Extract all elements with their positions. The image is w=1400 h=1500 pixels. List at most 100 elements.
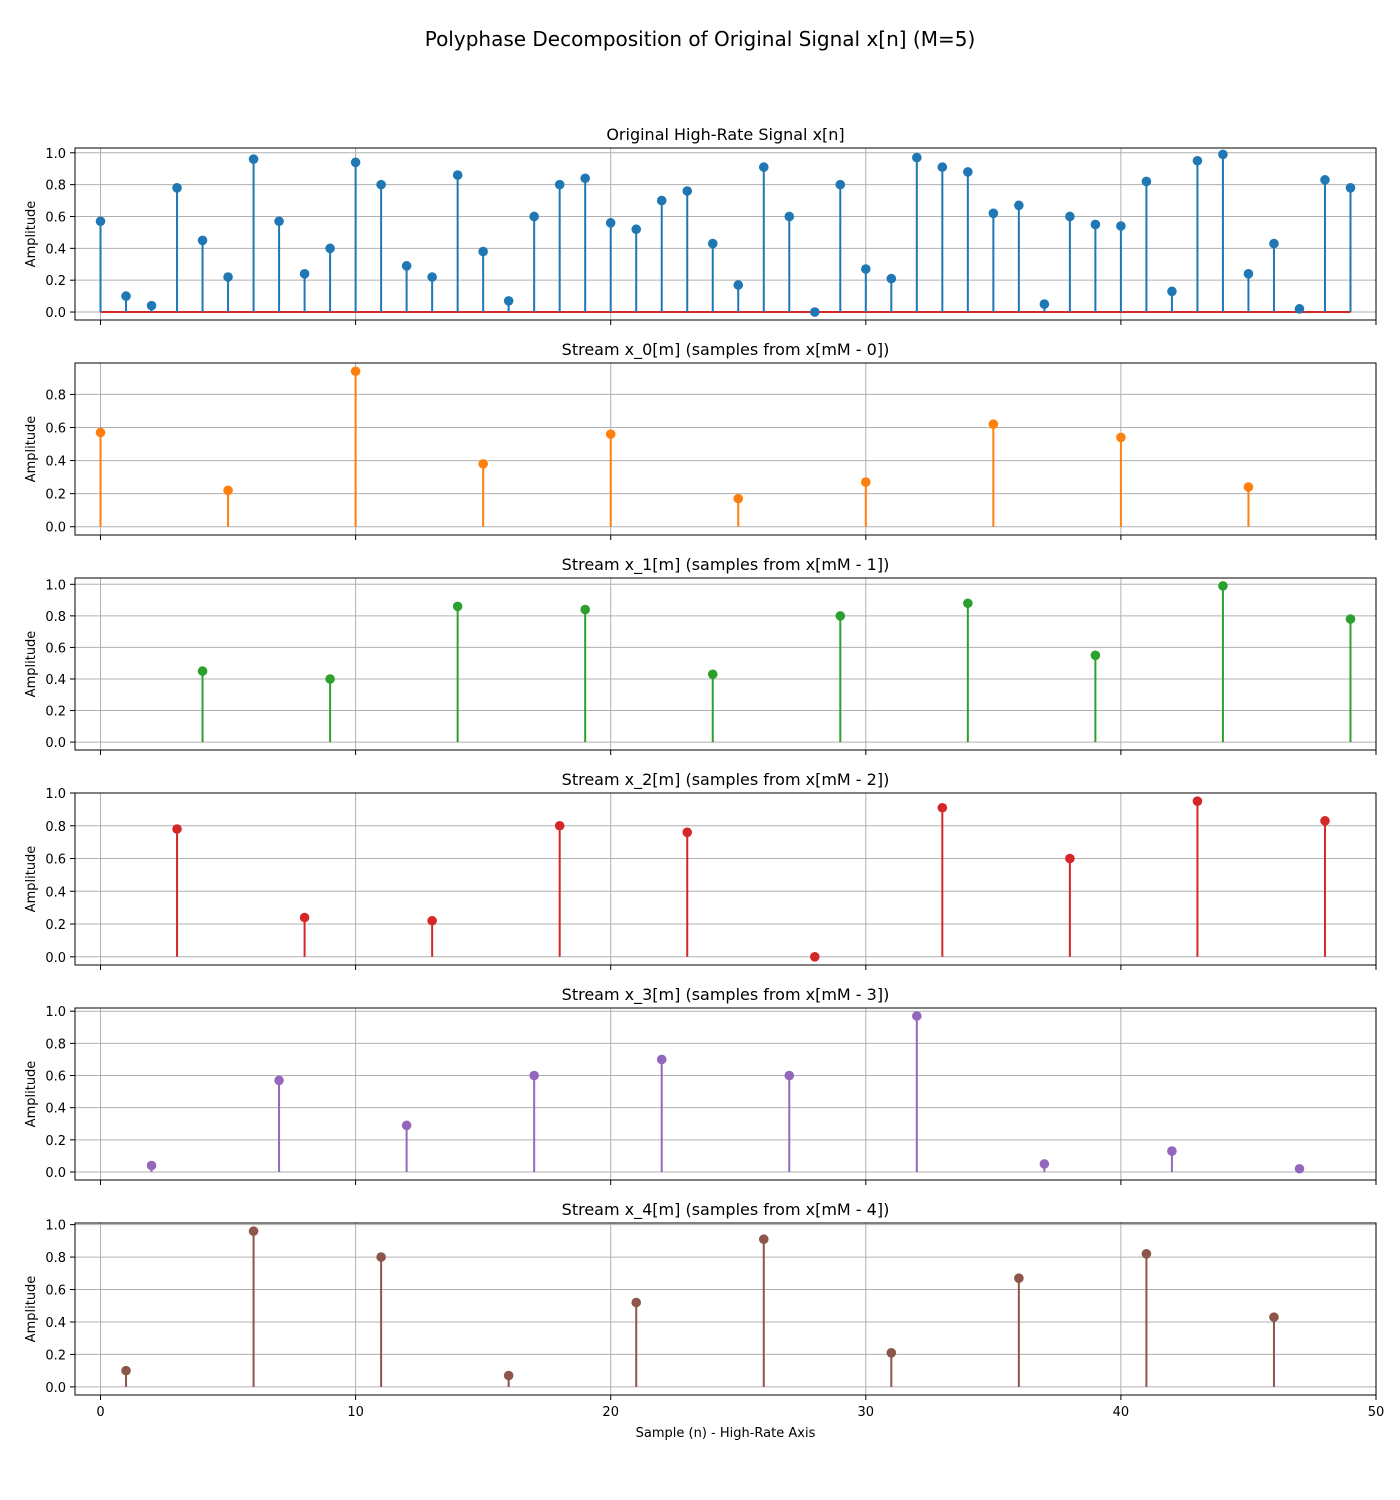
y-tick-label: 0.4	[45, 242, 66, 257]
stem-marker	[503, 1370, 514, 1381]
subplot-title: Stream x_1[m] (samples from x[mM - 1])	[562, 555, 890, 575]
stem-marker	[988, 208, 999, 219]
stem-marker	[912, 152, 922, 163]
stem-marker	[886, 273, 897, 284]
stem-marker	[172, 183, 182, 193]
stem-marker	[1116, 221, 1126, 231]
stem-marker	[95, 216, 106, 227]
subplot-3: Stream x_2[m] (samples from x[mM - 2]) 0.…	[24, 770, 1377, 970]
x-tick-label: 20	[602, 1405, 619, 1420]
stem-marker	[963, 167, 973, 177]
y-tick-label: 0.8	[45, 610, 66, 625]
y-tick-label: 0.2	[45, 274, 66, 289]
y-tick-label: 0.8	[45, 820, 66, 835]
stem-marker	[835, 611, 846, 621]
y-tick-label: 0.0	[45, 951, 66, 966]
stem-marker	[1192, 155, 1203, 166]
y-tick-label: 0.4	[45, 885, 66, 900]
axes-frame	[74, 147, 1377, 321]
subplot-title: Stream x_2[m] (samples from x[mM - 2])	[562, 770, 890, 790]
y-tick-label: 0.4	[45, 673, 66, 688]
stem-marker	[554, 179, 565, 190]
stem-marker	[861, 477, 871, 487]
y-tick-label: 0.2	[45, 1134, 66, 1149]
y-tick-label: 1.0	[45, 147, 66, 162]
y-tick-label: 0.0	[45, 306, 66, 321]
stem-marker	[1014, 200, 1024, 211]
stem-marker	[937, 802, 948, 813]
stem-marker	[988, 419, 999, 429]
stem-marker	[1167, 1146, 1177, 1156]
y-tick-label: 0.0	[45, 736, 66, 751]
stem-marker	[274, 1075, 284, 1086]
stem-marker	[197, 666, 208, 676]
subplot-5: Stream x_4[m] (samples from x[mM - 4]) 0.…	[24, 1200, 1384, 1441]
stem-marker	[1345, 614, 1356, 624]
stem-marker	[401, 1120, 412, 1131]
stem-marker	[1192, 796, 1203, 806]
y-tick-label: 0.4	[45, 1102, 66, 1117]
stem-marker	[656, 195, 667, 206]
stem-marker	[1345, 183, 1356, 193]
stem-marker	[758, 1234, 769, 1245]
stem-marker	[1090, 650, 1101, 661]
stem-marker	[325, 243, 335, 254]
y-tick-label: 0.4	[45, 455, 66, 470]
stem-marker	[886, 1348, 897, 1358]
stem-marker	[707, 669, 718, 680]
stem-marker	[350, 366, 361, 377]
stem-marker	[1065, 853, 1075, 864]
stem-marker	[223, 272, 233, 282]
stem-marker	[605, 218, 616, 228]
stem-marker	[1065, 211, 1075, 222]
stem-marker	[1294, 304, 1305, 314]
stem-marker	[835, 179, 846, 190]
stem-marker	[1141, 1249, 1152, 1259]
stem-marker	[784, 211, 795, 222]
stem-marker	[656, 1054, 667, 1065]
stem-marker	[733, 280, 744, 290]
y-tick-label: 0.6	[45, 210, 66, 225]
subplot-title: Stream x_0[m] (samples from x[mM - 0])	[562, 340, 890, 360]
y-tick-label: 1.0	[45, 1219, 66, 1234]
axes-frame	[74, 1007, 1377, 1181]
y-axis-label: Amplitude	[24, 1276, 39, 1343]
y-axis-label: Amplitude	[24, 201, 39, 268]
stem-marker	[784, 1070, 795, 1081]
x-tick-label: 40	[1113, 1405, 1130, 1420]
subplot-4: Stream x_3[m] (samples from x[mM - 3]) 0.…	[24, 985, 1377, 1185]
y-tick-label: 0.8	[45, 388, 66, 403]
stem-marker	[248, 1226, 259, 1236]
y-tick-label: 0.8	[45, 1251, 66, 1266]
y-tick-label: 0.6	[45, 1284, 66, 1299]
stem-marker	[631, 224, 642, 235]
stem-marker	[1218, 581, 1228, 591]
stem-marker	[912, 1011, 922, 1021]
stem-marker	[1167, 286, 1177, 297]
stem-marker	[554, 820, 565, 831]
stem-marker	[1243, 482, 1254, 492]
stem-marker	[146, 300, 157, 311]
y-tick-label: 0.0	[45, 521, 66, 536]
stem-marker	[861, 264, 871, 274]
y-tick-label: 0.6	[45, 1070, 66, 1085]
stem-marker	[1090, 219, 1101, 230]
stem-marker	[1116, 432, 1126, 443]
y-tick-label: 0.0	[45, 1381, 66, 1396]
stem-marker	[223, 485, 233, 496]
axes-frame	[74, 1222, 1377, 1396]
stem-marker	[427, 915, 437, 926]
y-tick-label: 0.0	[45, 1166, 66, 1181]
stem-marker	[1014, 1273, 1024, 1283]
axes-frame	[74, 792, 1377, 966]
stem-marker	[631, 1297, 642, 1308]
stem-marker	[325, 674, 335, 684]
stem-marker	[1039, 1159, 1050, 1169]
subplot-title: Original High-Rate Signal x[n]	[606, 125, 844, 144]
y-tick-label: 1.0	[45, 787, 66, 802]
stem-marker	[529, 211, 539, 222]
stem-marker	[605, 429, 616, 439]
y-tick-label: 0.2	[45, 488, 66, 503]
stem-marker	[248, 154, 259, 164]
